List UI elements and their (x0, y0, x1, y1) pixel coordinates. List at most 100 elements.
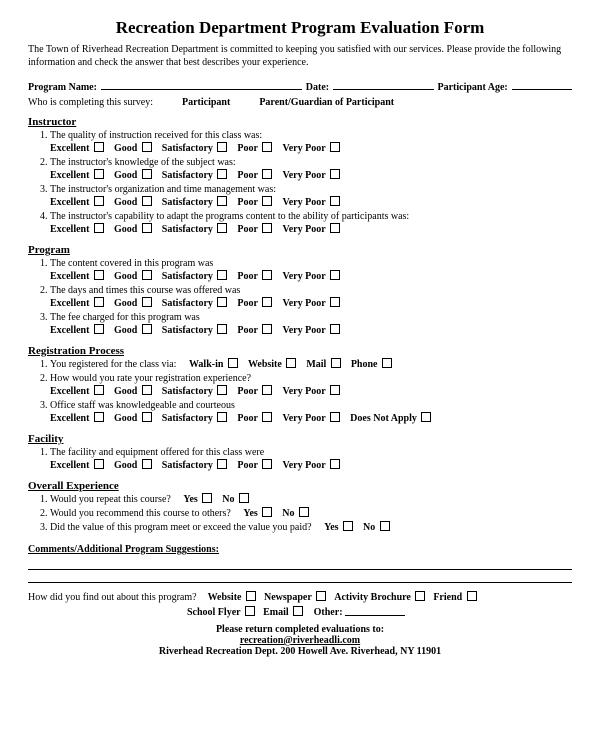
option-satisfactory[interactable]: Satisfactory (162, 270, 228, 283)
comments-line[interactable] (28, 572, 572, 583)
checkbox[interactable] (94, 223, 104, 233)
checkbox[interactable] (217, 142, 227, 152)
checkbox[interactable] (142, 223, 152, 233)
checkbox[interactable] (245, 606, 255, 616)
option-yes[interactable]: Yes (243, 507, 272, 520)
option-very-poor[interactable]: Very Poor (282, 223, 340, 236)
option-poor[interactable]: Poor (237, 412, 272, 425)
checkbox[interactable] (217, 459, 227, 469)
checkbox[interactable] (330, 385, 340, 395)
checkbox[interactable] (94, 385, 104, 395)
checkbox[interactable] (330, 270, 340, 280)
how-find-other[interactable]: Other: (314, 606, 405, 618)
option-very-poor[interactable]: Very Poor (282, 324, 340, 337)
checkbox[interactable] (330, 297, 340, 307)
option-good[interactable]: Good (114, 223, 152, 236)
option-satisfactory[interactable]: Satisfactory (162, 196, 228, 209)
option-excellent[interactable]: Excellent (50, 412, 104, 425)
checkbox[interactable] (286, 358, 296, 368)
checkbox[interactable] (330, 412, 340, 422)
checkbox[interactable] (299, 507, 309, 517)
option-excellent[interactable]: Excellent (50, 324, 104, 337)
option-satisfactory[interactable]: Satisfactory (162, 223, 228, 236)
option-poor[interactable]: Poor (237, 297, 272, 310)
option-excellent[interactable]: Excellent (50, 270, 104, 283)
checkbox[interactable] (142, 196, 152, 206)
checkbox[interactable] (217, 324, 227, 334)
checkbox[interactable] (262, 297, 272, 307)
option-very-poor[interactable]: Very Poor (282, 169, 340, 182)
option-satisfactory[interactable]: Satisfactory (162, 459, 228, 472)
checkbox[interactable] (142, 412, 152, 422)
date-input[interactable] (333, 79, 433, 90)
checkbox[interactable] (330, 223, 340, 233)
checkbox[interactable] (228, 358, 238, 368)
option-poor[interactable]: Poor (237, 270, 272, 283)
checkbox[interactable] (262, 507, 272, 517)
checkbox[interactable] (293, 606, 303, 616)
option-no[interactable]: No (222, 493, 249, 506)
checkbox[interactable] (467, 591, 477, 601)
option-good[interactable]: Good (114, 297, 152, 310)
checkbox[interactable] (217, 223, 227, 233)
checkbox[interactable] (262, 385, 272, 395)
option-website[interactable]: Website (208, 591, 256, 603)
option-poor[interactable]: Poor (237, 459, 272, 472)
option-excellent[interactable]: Excellent (50, 297, 104, 310)
checkbox[interactable] (331, 358, 341, 368)
option-very-poor[interactable]: Very Poor (282, 385, 340, 398)
checkbox[interactable] (94, 169, 104, 179)
checkbox[interactable] (415, 591, 425, 601)
checkbox[interactable] (94, 142, 104, 152)
option-satisfactory[interactable]: Satisfactory (162, 324, 228, 337)
checkbox[interactable] (262, 270, 272, 280)
option-no[interactable]: No (363, 521, 390, 534)
comments-line[interactable] (28, 559, 572, 570)
option-poor[interactable]: Poor (237, 385, 272, 398)
option-good[interactable]: Good (114, 169, 152, 182)
option-good[interactable]: Good (114, 459, 152, 472)
checkbox[interactable] (94, 297, 104, 307)
checkbox[interactable] (94, 196, 104, 206)
checkbox[interactable] (262, 324, 272, 334)
checkbox[interactable] (142, 297, 152, 307)
option-does-not-apply[interactable]: Does Not Apply (350, 412, 431, 425)
option-mail[interactable]: Mail (306, 358, 341, 371)
option-satisfactory[interactable]: Satisfactory (162, 297, 228, 310)
option-walk-in[interactable]: Walk-in (189, 358, 238, 371)
checkbox[interactable] (421, 412, 431, 422)
checkbox[interactable] (94, 459, 104, 469)
option-good[interactable]: Good (114, 324, 152, 337)
checkbox[interactable] (142, 142, 152, 152)
option-website[interactable]: Website (248, 358, 296, 371)
checkbox[interactable] (330, 459, 340, 469)
checkbox[interactable] (343, 521, 353, 531)
checkbox[interactable] (142, 270, 152, 280)
option-poor[interactable]: Poor (237, 142, 272, 155)
checkbox[interactable] (142, 324, 152, 334)
checkbox[interactable] (94, 412, 104, 422)
checkbox[interactable] (239, 493, 249, 503)
age-input[interactable] (512, 79, 572, 90)
option-excellent[interactable]: Excellent (50, 459, 104, 472)
option-poor[interactable]: Poor (237, 196, 272, 209)
option-phone[interactable]: Phone (351, 358, 392, 371)
option-very-poor[interactable]: Very Poor (282, 270, 340, 283)
checkbox[interactable] (262, 196, 272, 206)
who-opt-parent[interactable]: Parent/Guardian of Participant (259, 97, 394, 108)
option-satisfactory[interactable]: Satisfactory (162, 169, 228, 182)
option-email[interactable]: Email (263, 606, 303, 618)
checkbox[interactable] (217, 270, 227, 280)
checkbox[interactable] (330, 324, 340, 334)
option-poor[interactable]: Poor (237, 223, 272, 236)
option-school-flyer[interactable]: School Flyer (187, 606, 255, 618)
option-very-poor[interactable]: Very Poor (282, 459, 340, 472)
option-good[interactable]: Good (114, 142, 152, 155)
checkbox[interactable] (316, 591, 326, 601)
option-excellent[interactable]: Excellent (50, 142, 104, 155)
option-good[interactable]: Good (114, 196, 152, 209)
checkbox[interactable] (262, 142, 272, 152)
option-satisfactory[interactable]: Satisfactory (162, 385, 228, 398)
option-satisfactory[interactable]: Satisfactory (162, 412, 228, 425)
checkbox[interactable] (94, 324, 104, 334)
